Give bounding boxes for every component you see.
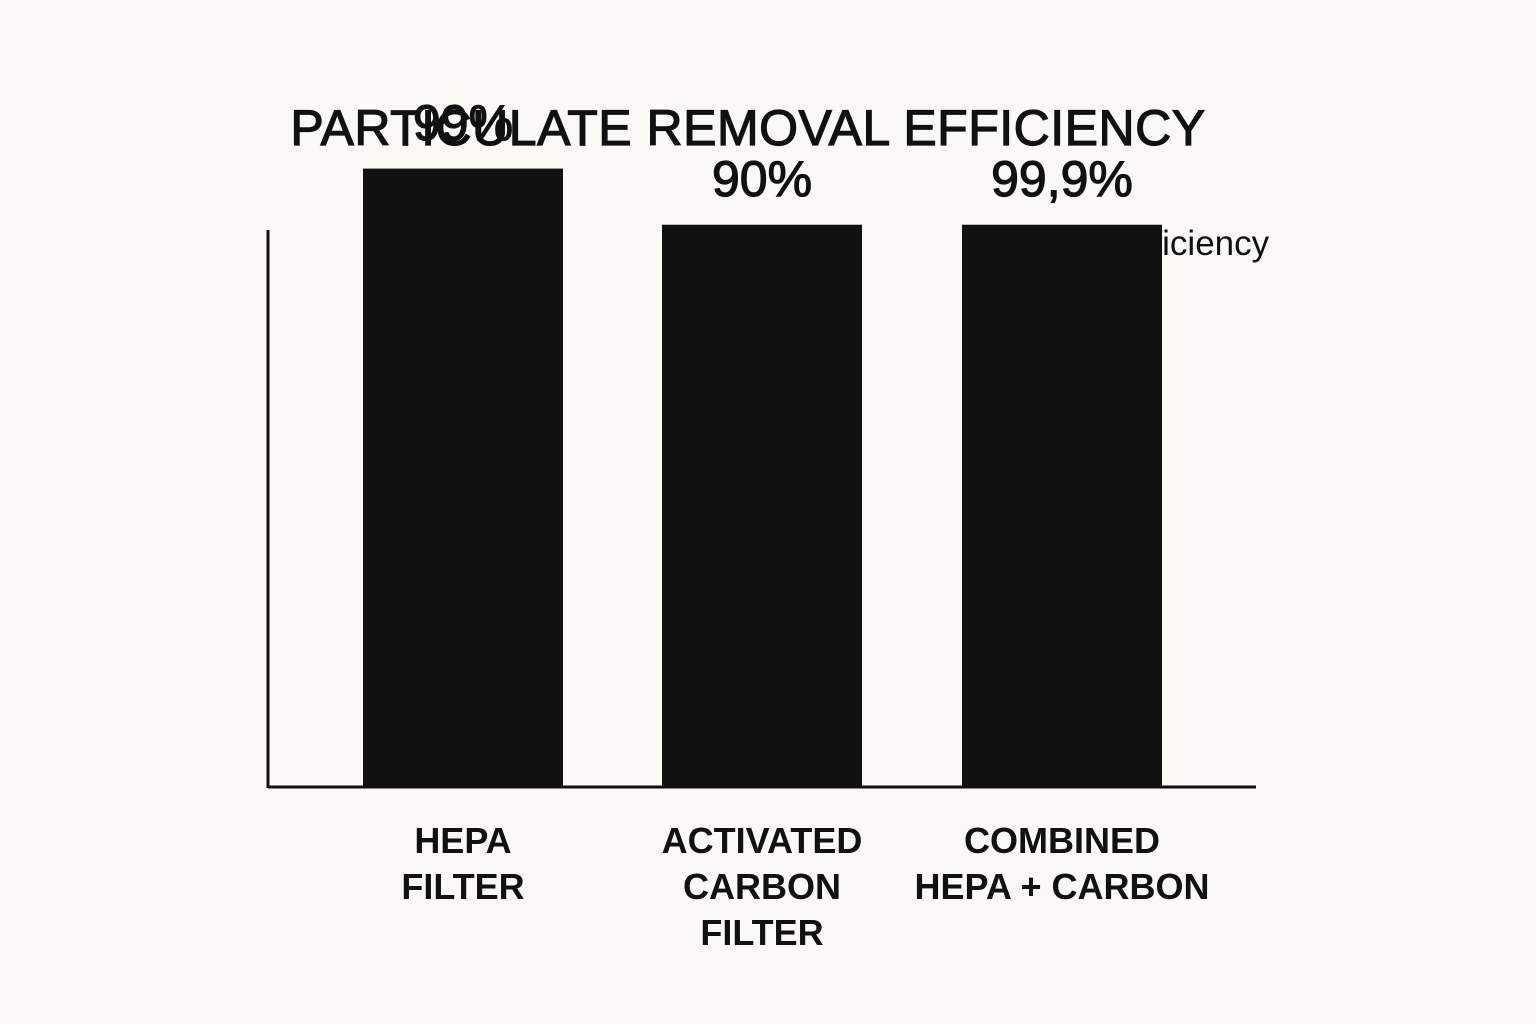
bar-2 [662, 224, 862, 786]
category-label-1: HEPA FILTER [401, 820, 525, 907]
data-label-2: 90% [711, 150, 813, 207]
chart-title: PARTICULATE REMOVAL EFFICIENCY [290, 99, 1206, 156]
bar-group [363, 168, 1162, 787]
category-label-3: COMBINED HEPA + CARBON [914, 820, 1210, 907]
legend-label: Efficiency [1120, 224, 1270, 263]
category-label-2: ACTIVATED CARBON FILTER [661, 820, 863, 953]
chart-legend: Efficiency [1057, 222, 1269, 266]
bar-1 [363, 168, 563, 787]
legend-swatch [1057, 229, 1086, 259]
data-label-1: 99% [412, 94, 514, 151]
bar-3 [962, 224, 1162, 786]
data-label-3: 99,9% [991, 150, 1134, 207]
